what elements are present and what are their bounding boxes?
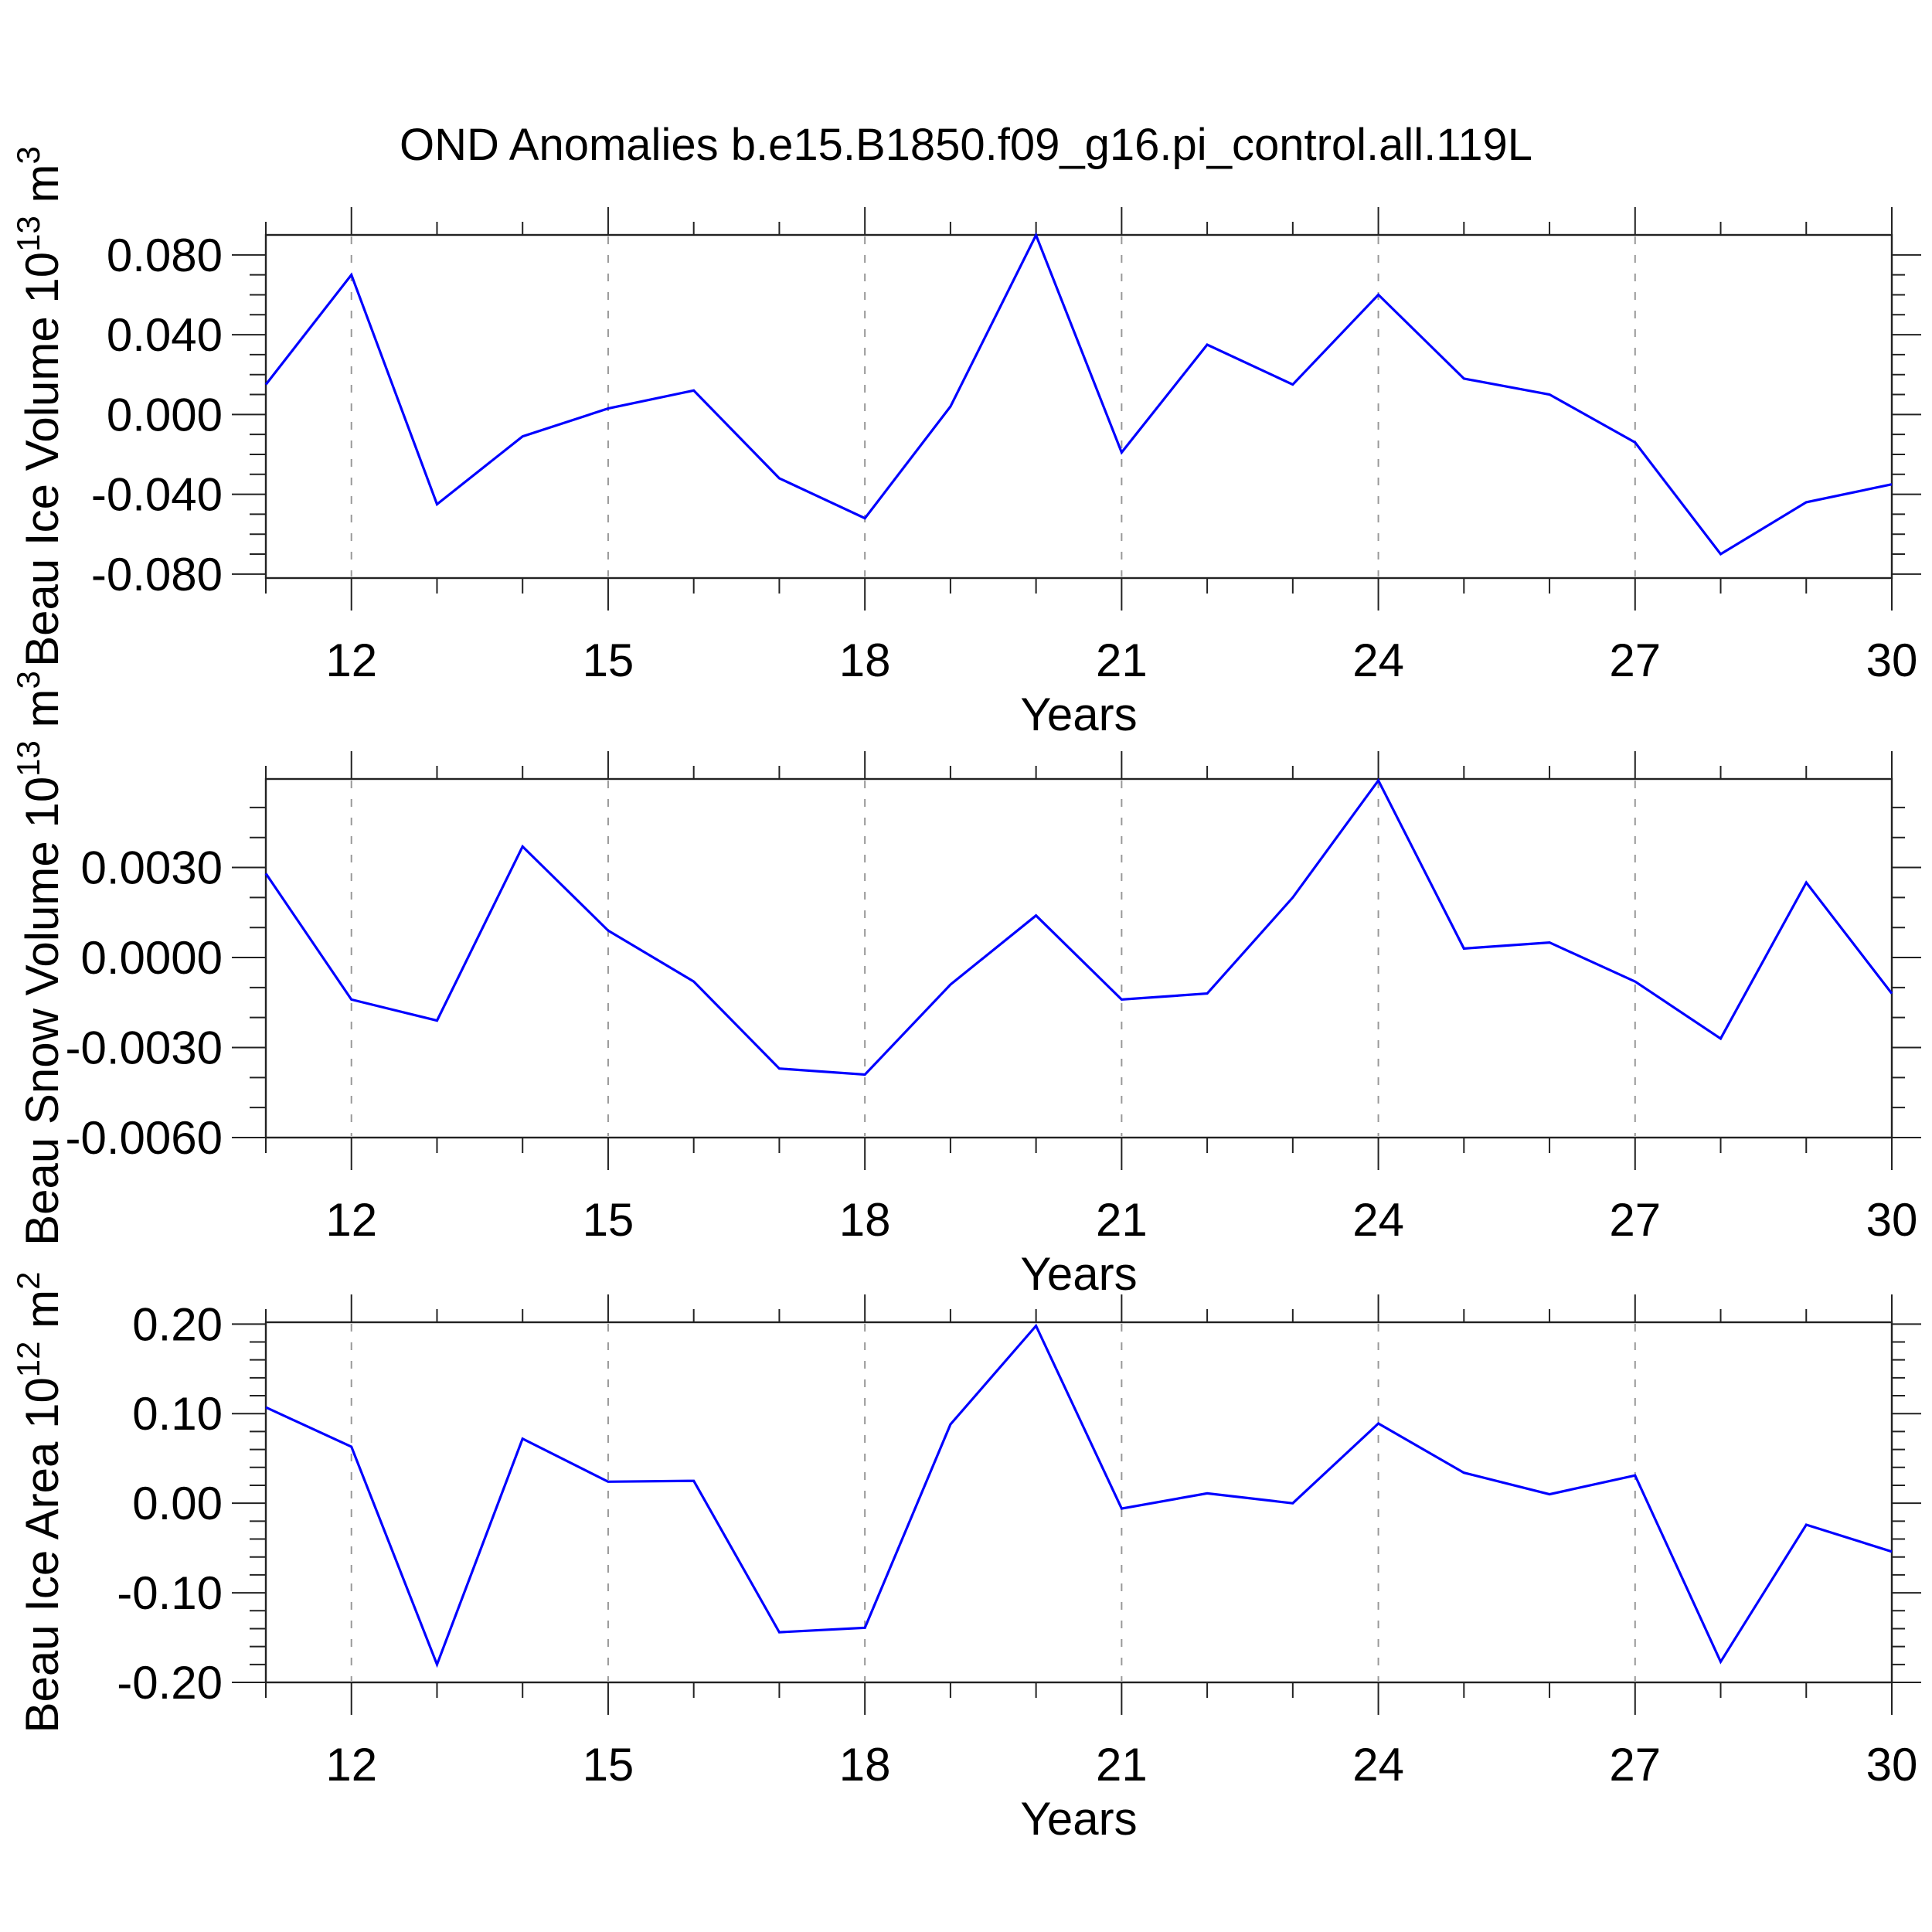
x-axis-title: Years [1020, 1793, 1137, 1845]
x-tick-label: 18 [839, 634, 891, 686]
x-tick-label: 12 [325, 634, 377, 686]
x-tick-label: 15 [583, 634, 634, 686]
series-line-beau-ice-volume [264, 232, 1893, 556]
x-tick-label: 21 [1096, 634, 1148, 686]
y-tick-label: 0.0030 [80, 842, 223, 894]
series-line-beau-ice-area [265, 1323, 1893, 1668]
plot-box [264, 777, 1893, 1139]
y-tick-label: 0.20 [132, 1298, 223, 1350]
x-tick-label: 24 [1352, 1739, 1404, 1791]
y-tick-label: -0.0030 [66, 1022, 223, 1074]
x-tick-label: 27 [1609, 634, 1661, 686]
series-line-beau-snow-volume [264, 777, 1893, 1077]
y-tick-label: 0.0000 [80, 932, 223, 984]
x-tick-label: 18 [839, 1739, 891, 1791]
x-tick-label: 18 [839, 1194, 891, 1246]
y-axis-title: Beau Ice Volume 1013​ m3​ [10, 146, 68, 667]
y-tick-label: -0.0060 [66, 1112, 223, 1164]
chart-title: OND Anomalies b.e15.B1850.f09_g16.pi_con… [400, 120, 1532, 170]
plot-box [264, 233, 1893, 580]
y-axis-title: Beau Ice Area 1012​ m2​ [10, 1271, 68, 1733]
x-tick-label: 12 [325, 1739, 377, 1791]
y-tick-label: -0.20 [117, 1657, 223, 1709]
y-tick-label: 0.10 [132, 1388, 223, 1440]
y-tick-label: -0.080 [91, 549, 223, 600]
panel-beau-ice-area: 0.20 0.10 0.00 -0.10 -0.20 12 15 18 21 24 27 30 Year… [10, 1271, 1921, 1845]
x-tick-label: 30 [1866, 1739, 1918, 1791]
x-tick-label: 27 [1609, 1739, 1661, 1791]
x-axis-title: Years [1020, 1248, 1137, 1300]
x-tick-label: 21 [1096, 1194, 1148, 1246]
y-tick-label: 0.080 [107, 230, 223, 281]
panel-beau-ice-volume: 0.080 0.040 0.000 -0.040 -0.080 12 15 18 21 24 27 3… [10, 146, 1921, 740]
x-tick-label: 15 [583, 1194, 634, 1246]
x-tick-label: 30 [1866, 634, 1918, 686]
x-tick-label: 30 [1866, 1194, 1918, 1246]
y-axis-title: Beau Snow Volume 1013​ m3​ [10, 671, 68, 1246]
y-tick-label: 0.040 [107, 309, 223, 361]
x-tick-label: 15 [583, 1739, 634, 1791]
x-tick-label: 12 [325, 1194, 377, 1246]
y-tick-label: 0.00 [132, 1478, 223, 1529]
panel-beau-snow-volume: 0.0030 0.0000 -0.0030 -0.0060 12 15 18 21 24 27 30… [10, 671, 1921, 1300]
y-tick-label: 0.000 [107, 389, 223, 440]
x-tick-label: 27 [1609, 1194, 1661, 1246]
x-tick-label: 24 [1352, 634, 1404, 686]
x-tick-label: 24 [1352, 1194, 1404, 1246]
plot-box [264, 1321, 1893, 1684]
y-tick-label: -0.040 [91, 469, 223, 521]
x-axis-title: Years [1020, 689, 1137, 740]
y-tick-label: -0.10 [117, 1567, 223, 1619]
x-tick-label: 21 [1096, 1739, 1148, 1791]
